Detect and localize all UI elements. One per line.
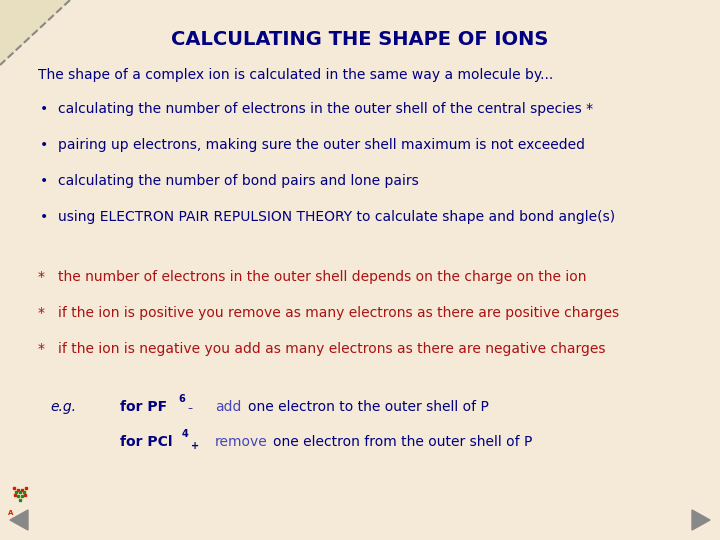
Text: *: * bbox=[38, 270, 45, 284]
Text: A: A bbox=[8, 510, 14, 516]
Text: e.g.: e.g. bbox=[50, 400, 76, 414]
Text: ⁻: ⁻ bbox=[187, 406, 192, 416]
Text: •: • bbox=[40, 174, 48, 188]
Text: one electron from the outer shell of P: one electron from the outer shell of P bbox=[273, 435, 532, 449]
Text: CALCULATING THE SHAPE OF IONS: CALCULATING THE SHAPE OF IONS bbox=[171, 30, 549, 49]
Text: •: • bbox=[40, 138, 48, 152]
Text: 4: 4 bbox=[182, 429, 189, 439]
Text: using ELECTRON PAIR REPULSION THEORY to calculate shape and bond angle(s): using ELECTRON PAIR REPULSION THEORY to … bbox=[58, 210, 615, 224]
Polygon shape bbox=[10, 510, 28, 530]
Text: *: * bbox=[38, 306, 45, 320]
Text: add: add bbox=[215, 400, 241, 414]
Text: calculating the number of bond pairs and lone pairs: calculating the number of bond pairs and… bbox=[58, 174, 419, 188]
Text: calculating the number of electrons in the outer shell of the central species *: calculating the number of electrons in t… bbox=[58, 102, 593, 116]
Text: *: * bbox=[38, 342, 45, 356]
Text: the number of electrons in the outer shell depends on the charge on the ion: the number of electrons in the outer she… bbox=[58, 270, 587, 284]
Text: •: • bbox=[40, 102, 48, 116]
Text: The shape of a complex ion is calculated in the same way a molecule by...: The shape of a complex ion is calculated… bbox=[38, 68, 553, 82]
Text: one electron to the outer shell of P: one electron to the outer shell of P bbox=[248, 400, 489, 414]
Text: for PCl: for PCl bbox=[120, 435, 173, 449]
Text: pairing up electrons, making sure the outer shell maximum is not exceeded: pairing up electrons, making sure the ou… bbox=[58, 138, 585, 152]
Text: remove: remove bbox=[215, 435, 268, 449]
Polygon shape bbox=[0, 0, 70, 65]
Text: 6: 6 bbox=[178, 394, 185, 404]
Text: if the ion is negative you add as many electrons as there are negative charges: if the ion is negative you add as many e… bbox=[58, 342, 606, 356]
Polygon shape bbox=[692, 510, 710, 530]
Text: if the ion is positive you remove as many electrons as there are positive charge: if the ion is positive you remove as man… bbox=[58, 306, 619, 320]
Text: •: • bbox=[40, 210, 48, 224]
Text: +: + bbox=[191, 441, 199, 451]
Text: for PF: for PF bbox=[120, 400, 167, 414]
